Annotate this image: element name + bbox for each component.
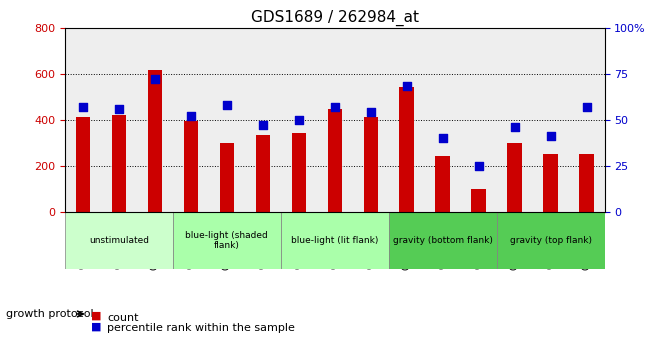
Point bbox=[78, 104, 88, 109]
Point bbox=[545, 134, 556, 139]
Bar bbox=[184, 121, 198, 211]
Text: blue-light (lit flank): blue-light (lit flank) bbox=[291, 236, 378, 245]
Bar bbox=[400, 87, 414, 211]
Point bbox=[510, 124, 520, 130]
Text: unstimulated: unstimulated bbox=[89, 236, 149, 245]
Point bbox=[402, 84, 412, 89]
Text: blue-light (shaded
flank): blue-light (shaded flank) bbox=[185, 231, 268, 250]
Bar bbox=[436, 156, 450, 211]
Text: count: count bbox=[107, 313, 138, 323]
Bar bbox=[112, 115, 126, 211]
Point bbox=[150, 76, 160, 82]
Bar bbox=[579, 154, 593, 211]
Point bbox=[437, 135, 448, 141]
Point bbox=[581, 104, 592, 109]
Text: ■: ■ bbox=[91, 322, 101, 332]
Bar bbox=[292, 134, 306, 211]
Bar bbox=[76, 117, 90, 211]
Point bbox=[114, 106, 124, 111]
Text: percentile rank within the sample: percentile rank within the sample bbox=[107, 323, 295, 333]
FancyBboxPatch shape bbox=[173, 211, 281, 269]
FancyBboxPatch shape bbox=[65, 211, 173, 269]
FancyBboxPatch shape bbox=[389, 211, 497, 269]
Text: gravity (top flank): gravity (top flank) bbox=[510, 236, 592, 245]
Bar bbox=[543, 154, 558, 211]
Point bbox=[365, 109, 376, 115]
Bar bbox=[363, 117, 378, 211]
Bar bbox=[148, 70, 162, 211]
Point bbox=[257, 122, 268, 128]
FancyBboxPatch shape bbox=[281, 211, 389, 269]
Title: GDS1689 / 262984_at: GDS1689 / 262984_at bbox=[251, 10, 419, 26]
Bar bbox=[220, 142, 234, 211]
Point bbox=[330, 104, 340, 109]
Text: gravity (bottom flank): gravity (bottom flank) bbox=[393, 236, 493, 245]
Bar bbox=[328, 109, 342, 211]
FancyBboxPatch shape bbox=[497, 211, 604, 269]
Point bbox=[186, 113, 196, 119]
Bar bbox=[508, 142, 522, 211]
Point bbox=[222, 102, 232, 108]
Bar bbox=[471, 189, 486, 211]
Point bbox=[294, 117, 304, 122]
Text: growth protocol: growth protocol bbox=[6, 309, 94, 319]
Text: ■: ■ bbox=[91, 311, 101, 321]
Point bbox=[473, 163, 484, 168]
Bar bbox=[255, 135, 270, 211]
